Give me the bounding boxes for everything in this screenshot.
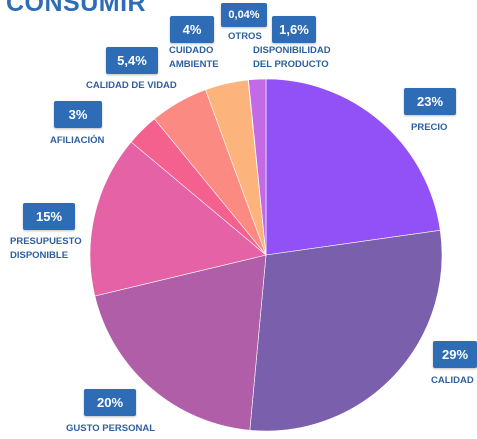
label-disponibilidad: DISPONIBILIDAD DEL PRODUCTO [253, 45, 331, 70]
label-otros: OTROS [228, 31, 262, 42]
badge-calidad: 29% [433, 341, 477, 368]
label-gusto-personal: GUSTO PERSONAL [66, 423, 156, 434]
pie-slice-precio [265, 78, 441, 256]
badge-otros: 0,04% [221, 3, 267, 27]
label-cuidado-ambiente: CUIDADO AMBIENTE [169, 45, 219, 70]
pie-slice-gusto-personal [94, 254, 267, 431]
label-calidad-de-vidad: CALIDAD DE VIDAD [86, 80, 177, 91]
badge-calidad-de-vidad: 5,4% [106, 47, 158, 74]
chart-title: CONSUMIR [6, 0, 147, 17]
pie-slice-disponibilidad-del-producto [248, 78, 267, 256]
badge-precio: 23% [404, 88, 456, 115]
badge-cuidado-ambiente: 4% [170, 16, 214, 43]
pie-slice-presupuesto-disponible [89, 141, 267, 297]
badge-afiliacion: 3% [54, 101, 102, 128]
pie-slice-calidad [249, 230, 443, 432]
badge-disponibilidad: 1,6% [272, 16, 316, 43]
badge-gusto-personal: 20% [84, 389, 136, 416]
badge-presupuesto: 15% [23, 203, 75, 230]
label-presupuesto-line1: PRESUPUESTO DISPONIBLE [10, 236, 82, 261]
label-calidad: CALIDAD [431, 375, 474, 386]
label-precio: PRECIO [411, 122, 448, 133]
label-afiliacion: AFILIACIÓN [50, 135, 105, 146]
